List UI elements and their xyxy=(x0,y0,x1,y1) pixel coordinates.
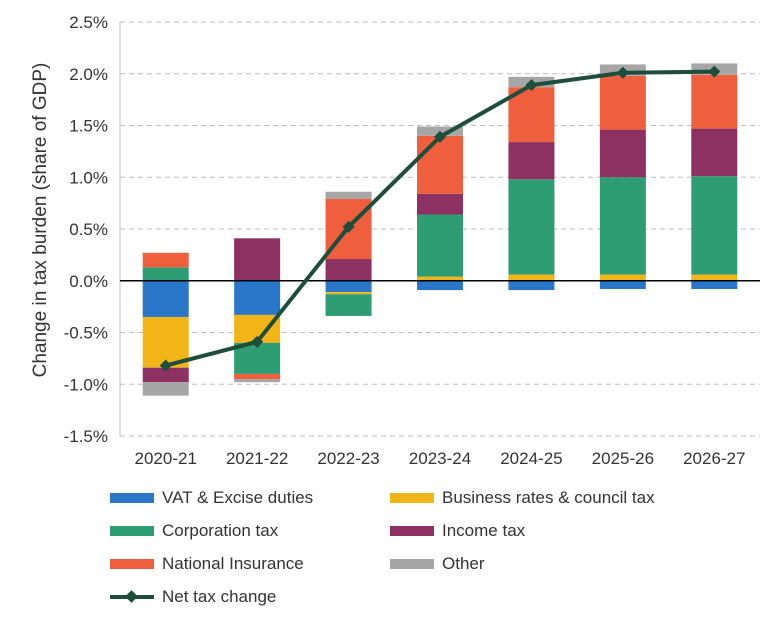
bar-segment xyxy=(325,259,372,281)
legend-item-corporation-tax: Corporation tax xyxy=(110,521,278,541)
bar-segment xyxy=(417,193,463,215)
legend-label-business-rates: Business rates & council tax xyxy=(442,488,655,507)
bar-segment xyxy=(142,367,189,383)
net-tax-change-marker xyxy=(159,359,172,372)
legend-swatch-national-insurance xyxy=(110,559,154,569)
x-tick-label: 2025-26 xyxy=(592,449,654,468)
legend-label-income-tax: Income tax xyxy=(442,521,526,540)
bar-segment xyxy=(325,191,372,199)
y-tick-label: -1.0% xyxy=(64,375,108,394)
bar-segment xyxy=(142,316,189,368)
net-tax-change-marker xyxy=(342,220,355,233)
net-tax-line xyxy=(159,65,721,372)
legend-label-other: Other xyxy=(442,554,485,573)
bar-segment xyxy=(234,379,281,383)
net-tax-change-marker xyxy=(708,65,721,78)
bar-segment xyxy=(234,280,281,315)
bar-segment xyxy=(417,280,463,291)
net-tax-change-marker xyxy=(616,66,629,79)
bar-segment xyxy=(508,274,555,281)
net-tax-change-marker xyxy=(525,79,538,92)
bar-segment xyxy=(508,87,555,143)
x-tick-label: 2023-24 xyxy=(409,449,471,468)
legend-label-net-tax-change: Net tax change xyxy=(162,587,277,606)
y-axis-label: Change in tax burden (share of GDP) xyxy=(30,63,51,378)
bar-segment xyxy=(417,276,463,281)
y-tick-label: 1.0% xyxy=(69,168,108,187)
bar-segment xyxy=(417,135,463,194)
legend-item-other: Other xyxy=(390,554,485,574)
bar-segment xyxy=(234,238,281,281)
bar-segment xyxy=(599,274,646,281)
bar-segment xyxy=(325,292,372,295)
bar-segment xyxy=(691,280,738,290)
y-tick-label: 2.0% xyxy=(69,65,108,84)
bars xyxy=(142,63,738,396)
x-tick-label: 2022-23 xyxy=(317,449,379,468)
bar-segment xyxy=(508,179,555,275)
bar-segment xyxy=(691,176,738,275)
stacked-bar-chart: -1.5%-1.0%-0.5%0.0%0.5%1.0%1.5%2.0%2.5% … xyxy=(30,13,760,468)
bar-segment xyxy=(599,280,646,290)
legend-label-vat: VAT & Excise duties xyxy=(162,488,314,507)
bar-segment xyxy=(234,342,281,374)
bar-segment xyxy=(508,142,555,180)
legend-item-net-tax-change: Net tax change xyxy=(110,587,276,607)
legend-swatch-business-rates xyxy=(390,493,434,503)
y-tick-label: -0.5% xyxy=(64,324,108,343)
bar-segment xyxy=(417,214,463,277)
bar-segment xyxy=(234,373,281,380)
legend-swatch-other xyxy=(390,559,434,569)
bar-segment xyxy=(599,177,646,275)
legend-swatch-income-tax xyxy=(390,526,434,536)
bar-segment xyxy=(142,267,189,281)
legend-label-national-insurance: National Insurance xyxy=(162,554,304,573)
x-tick-label: 2020-21 xyxy=(135,449,197,468)
legend-item-national-insurance: National Insurance xyxy=(110,554,304,574)
x-tick-labels: 2020-21 2021-22 2022-23 2023-24 2024-25 2025-… xyxy=(135,449,746,468)
x-tick-label: 2024-25 xyxy=(500,449,562,468)
legend-swatch-net-tax-change xyxy=(110,590,154,603)
legend-swatch-corporation-tax xyxy=(110,526,154,536)
bar-segment xyxy=(691,274,738,281)
bar-segment xyxy=(691,74,738,129)
legend-label-corporation-tax: Corporation tax xyxy=(162,521,279,540)
legend-item-vat: VAT & Excise duties xyxy=(110,488,313,508)
bar-segment xyxy=(508,280,555,291)
legend-swatch-vat xyxy=(110,493,154,503)
bar-segment xyxy=(142,252,189,268)
bar-segment xyxy=(691,128,738,177)
bar-segment xyxy=(142,280,189,317)
legend-item-business-rates: Business rates & council tax xyxy=(390,488,655,508)
bar-segment xyxy=(142,382,189,396)
legend-item-income-tax: Income tax xyxy=(390,521,525,541)
bar-segment xyxy=(325,280,372,293)
bar-segment xyxy=(599,129,646,178)
y-tick-label: -1.5% xyxy=(64,427,108,446)
y-tick-label: 2.5% xyxy=(69,13,108,32)
net-tax-change-marker xyxy=(434,130,446,143)
x-tick-label: 2021-22 xyxy=(226,449,288,468)
bar-segment xyxy=(325,294,372,316)
y-tick-label: 1.5% xyxy=(69,117,108,136)
bar-segment xyxy=(599,75,646,130)
net-tax-change-marker xyxy=(251,335,264,348)
x-tick-label: 2026-27 xyxy=(683,449,745,468)
y-tick-label: 0.5% xyxy=(69,220,108,239)
y-tick-label: 0.0% xyxy=(69,272,108,291)
y-tick-labels: -1.5% -1.0% -0.5% 0.0% 0.5% 1.0% 1.5% 2.0% 2.5% xyxy=(64,13,108,446)
